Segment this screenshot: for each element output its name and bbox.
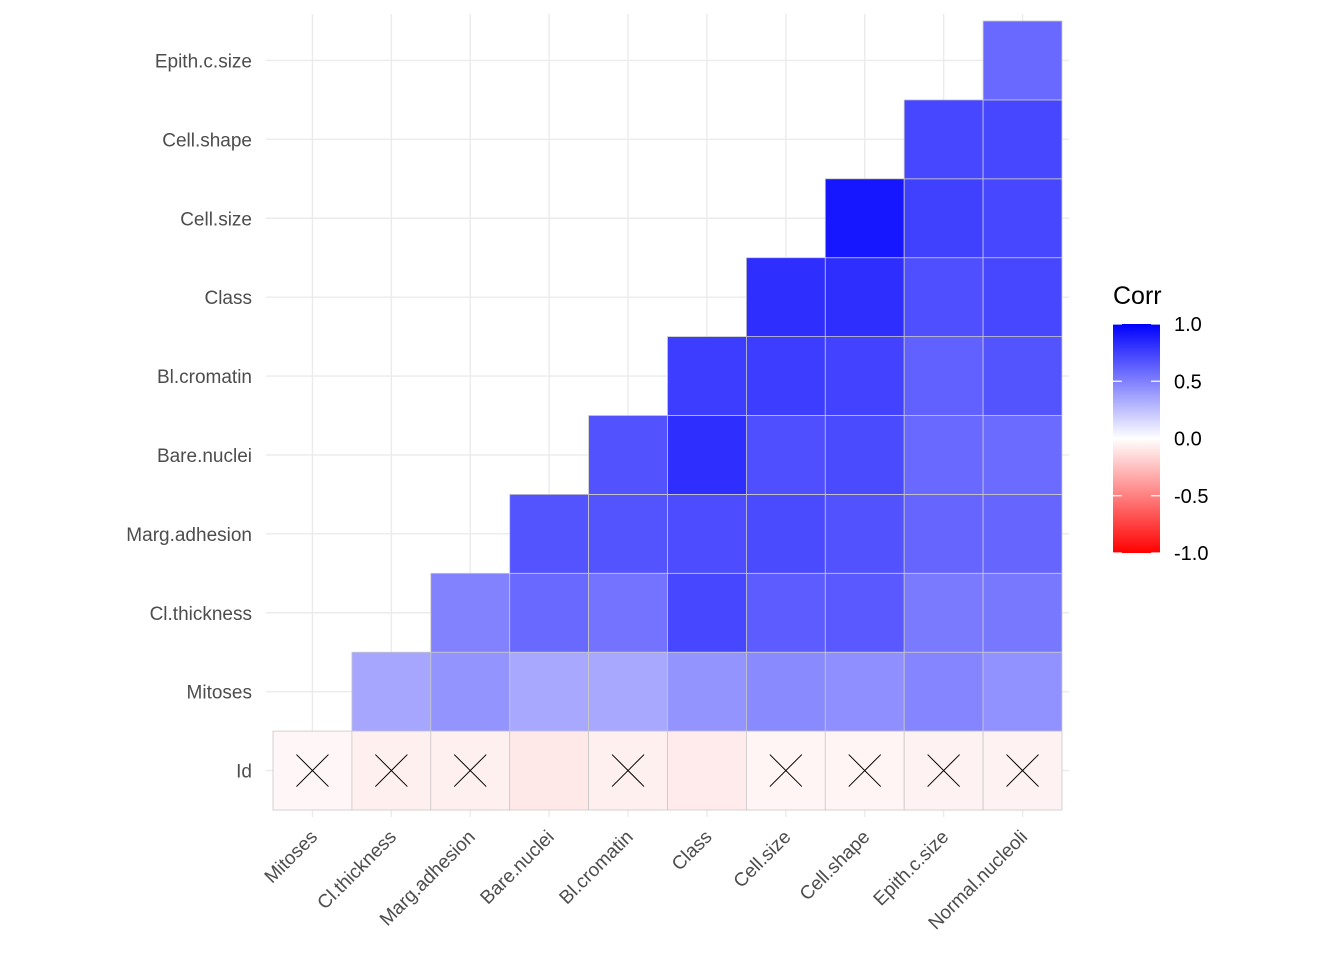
heatmap-cell (982, 493, 1063, 574)
x-tick-label: Bl.cromatin (556, 827, 638, 909)
heatmap-cell (903, 99, 984, 180)
heatmap-cell (588, 572, 668, 653)
insignificant-mark (769, 754, 803, 787)
x-tick-label: Bare.nuclei (477, 827, 559, 909)
heatmap-cell (509, 572, 590, 653)
heatmap-cell (982, 415, 1063, 495)
y-tick-label: Marg.adhesion (126, 525, 252, 546)
heatmap-cell (588, 651, 668, 732)
heatmap-cell (903, 493, 984, 574)
x-tick-label: Cell.size (730, 827, 796, 893)
y-tick-label: Class (204, 288, 252, 309)
y-axis: Id Mitoses Cl.thickness Marg.adhesion Bare.n… (126, 51, 252, 782)
heatmap-cell (746, 493, 826, 574)
heatmap-cell (588, 493, 668, 574)
legend-label: 1.0 (1174, 314, 1202, 336)
heatmap-cell (509, 730, 590, 811)
heatmap-cell (982, 178, 1063, 259)
x-tick-label: Cell.shape (796, 827, 874, 905)
heatmap-cell (746, 415, 826, 495)
y-tick-label: Cell.size (180, 209, 252, 230)
heatmap-cell (982, 336, 1063, 416)
legend: Corr 1.0 0.5 0.0 -0.5 -1.0 (1113, 282, 1208, 565)
heatmap-cell (824, 493, 905, 574)
heatmap-cell (903, 415, 984, 495)
heatmap-cell (430, 572, 511, 653)
y-tick-label: Epith.c.size (155, 51, 252, 72)
heatmap-cell (824, 257, 905, 338)
heatmap-cell (903, 257, 984, 338)
heatmap-cell (824, 336, 905, 416)
heatmap-cell (667, 572, 747, 653)
x-axis: MitosesCl.thicknessMarg.adhesionBare.nuc… (261, 827, 1032, 934)
heatmap-cell (509, 493, 590, 574)
legend-label: -0.5 (1174, 486, 1208, 508)
heatmap-cell (588, 415, 668, 495)
heatmap-cell (824, 651, 905, 732)
y-tick-label: Cl.thickness (150, 604, 252, 625)
insignificant-mark (848, 754, 882, 787)
heatmap-cell (903, 572, 984, 653)
heatmap-cell (509, 651, 590, 732)
heatmap-cell (903, 651, 984, 732)
heatmap-cell (746, 336, 826, 416)
heatmap-cell (667, 415, 747, 495)
y-tick-label: Id (236, 762, 252, 783)
heatmap-cell (667, 730, 747, 811)
heatmap-cell (982, 572, 1063, 653)
y-tick-label: Bl.cromatin (157, 367, 252, 388)
heatmap-cell (982, 651, 1063, 732)
heatmap-cell (903, 336, 984, 416)
y-tick-label: Bare.nuclei (157, 446, 252, 467)
heatmap-cell (746, 572, 826, 653)
x-tick-label: Class (668, 827, 716, 875)
x-tick-label: Cl.thickness (314, 827, 401, 914)
heatmap-cell (824, 178, 905, 259)
y-tick-label: Mitoses (187, 683, 252, 704)
heatmap-cell (746, 257, 826, 338)
insignificant-mark (927, 754, 961, 787)
heatmap-cell (746, 651, 826, 732)
heatmap-cell (982, 20, 1063, 101)
heatmap-cell (824, 572, 905, 653)
legend-label: -1.0 (1174, 543, 1208, 565)
heatmap-cell (430, 651, 511, 732)
heatmap-cell (667, 651, 747, 732)
insignificant-mark (611, 754, 645, 787)
insignificant-mark (296, 754, 329, 787)
insignificant-mark (453, 754, 487, 787)
heatmap-cell (903, 178, 984, 259)
heatmap-tiles (272, 20, 1063, 811)
insignificant-mark (1006, 754, 1039, 787)
insignificant-mark (374, 754, 408, 787)
heatmap-cell (982, 99, 1063, 180)
legend-title: Corr (1113, 282, 1162, 310)
heatmap-cell (667, 336, 747, 416)
heatmap-cell (351, 730, 432, 811)
x-tick-label: Mitoses (261, 827, 322, 888)
legend-label: 0.0 (1174, 429, 1202, 451)
heatmap-cell (982, 257, 1063, 338)
heatmap-cell (351, 651, 432, 732)
legend-label: 0.5 (1174, 371, 1202, 393)
heatmap-cell (667, 493, 747, 574)
x-tick-label: Epith.c.size (870, 827, 954, 911)
heatmap-cell (824, 415, 905, 495)
y-tick-label: Cell.shape (162, 130, 252, 151)
